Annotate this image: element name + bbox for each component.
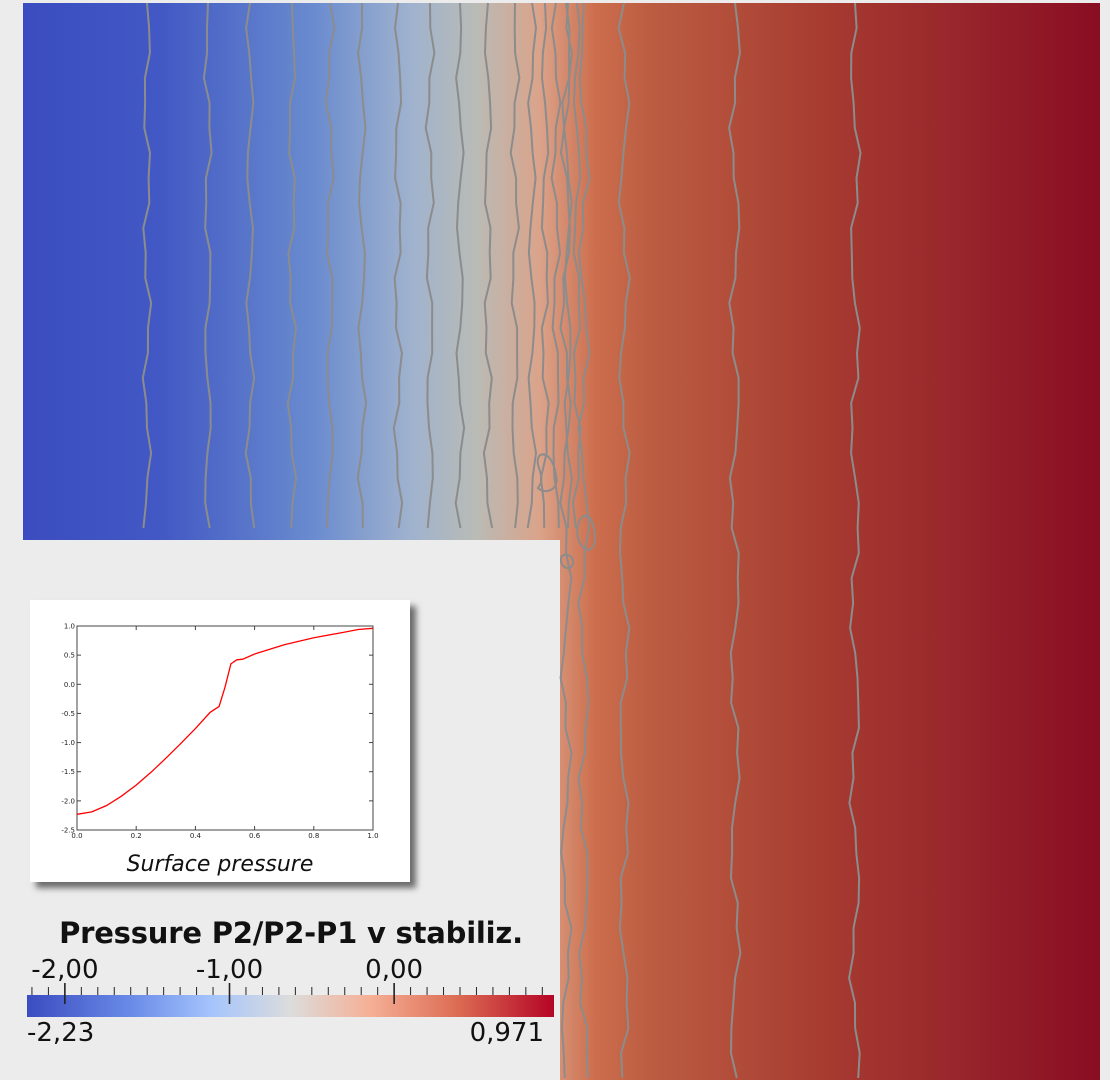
contour-line <box>454 2 466 529</box>
contour-line <box>324 2 336 529</box>
contour-line <box>577 2 591 1079</box>
contour-line <box>356 2 368 529</box>
inset-plot-frame <box>76 625 374 831</box>
x-tick-label: 0.2 <box>131 832 142 840</box>
y-tick-label: -1.0 <box>61 739 75 747</box>
colorbar-max-label: 0,971 <box>469 1018 544 1048</box>
colorbar-tick-label: 0,00 <box>365 955 424 985</box>
contour-line <box>539 2 550 529</box>
y-tick-label: -0.5 <box>61 710 75 718</box>
contour-line <box>526 2 538 529</box>
contour-line <box>286 2 298 529</box>
y-tick-label: 0.0 <box>64 681 75 689</box>
colorbar-tick-label: -1,00 <box>195 955 264 985</box>
contour-line <box>559 2 573 1079</box>
surface-pressure-line <box>76 627 374 815</box>
x-tick-label: 1.0 <box>367 832 378 840</box>
y-tick-label: -1.5 <box>61 768 75 776</box>
surface-pressure-chart: 0.0 0.2 0.4 0.6 0.8 1.0 -2.5 -2.0 -1.5 -1.0 -0.5 0.… <box>61 623 378 841</box>
contour-line <box>424 2 436 529</box>
colorbar-tick-label: -2,00 <box>31 955 99 985</box>
x-tick-label: 0.0 <box>71 832 82 840</box>
contour-line <box>392 2 404 529</box>
y-tick-label: 0.5 <box>64 652 75 660</box>
contour-line <box>202 2 213 529</box>
colorbar-title: Pressure P2/P2-P1 v stabiliz. <box>59 916 523 950</box>
y-tick-label: 1.0 <box>64 623 75 631</box>
contour-line <box>141 2 153 529</box>
colorbar-gradient <box>27 995 554 1017</box>
x-tick-label: 0.4 <box>190 832 202 840</box>
contour-line <box>536 453 558 493</box>
contour-line <box>617 2 631 1079</box>
x-tick-label: 0.6 <box>249 832 261 840</box>
y-tick-label: -2.5 <box>61 827 75 835</box>
x-tick-label: 0.8 <box>308 832 319 840</box>
contour-line <box>509 2 521 529</box>
contour-line <box>848 2 862 1079</box>
contour-line <box>550 2 562 529</box>
inset-chart-title: Surface pressure <box>126 852 314 877</box>
colorbar-ticks <box>31 983 543 1004</box>
contour-line <box>728 2 742 1079</box>
y-tick-label: -2.0 <box>61 797 75 805</box>
contour-line <box>576 514 596 552</box>
contour-lines <box>141 2 862 1079</box>
contour-line <box>244 2 256 529</box>
surface-pressure-inset: 0.0 0.2 0.4 0.6 0.8 1.0 -2.5 -2.0 -1.5 -1.0 -0.5 0.… <box>30 600 410 882</box>
contour-line <box>560 553 574 569</box>
colorbar-min-label: -2,23 <box>27 1018 95 1048</box>
pressure-domain <box>23 3 1100 1080</box>
contour-line <box>482 2 494 529</box>
